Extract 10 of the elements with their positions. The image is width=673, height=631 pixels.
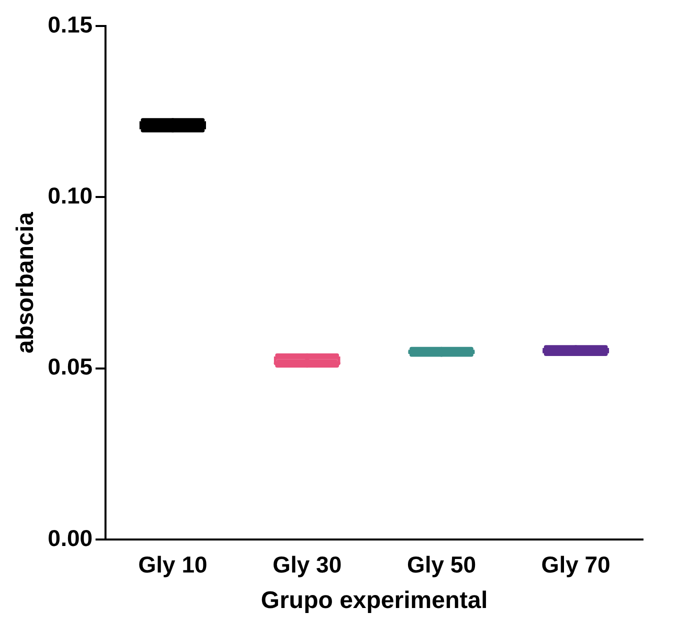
y-tick-label: 0.00 (48, 524, 93, 551)
x-tick-label: Gly 30 (272, 552, 342, 578)
x-tick-label: Gly 50 (406, 552, 476, 578)
y-tick-label: 0.10 (48, 182, 93, 209)
x-tick-label: Gly 10 (138, 552, 208, 578)
y-axis-title: absorbancia (12, 211, 40, 354)
x-axis-title: Grupo experimental (260, 587, 488, 614)
y-tick-label: 0.05 (48, 354, 93, 380)
x-tick-label: Gly 70 (541, 552, 610, 578)
y-tick-label: 0.15 (48, 11, 93, 38)
